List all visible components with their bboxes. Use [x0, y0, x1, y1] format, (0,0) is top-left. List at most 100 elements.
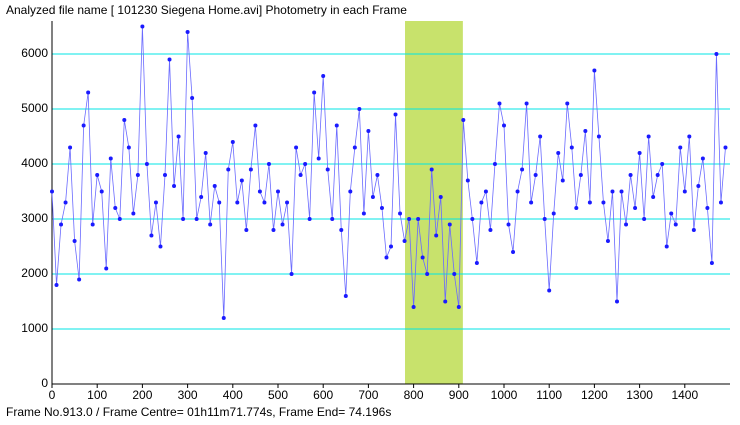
data-point [361, 211, 366, 216]
data-point [63, 200, 68, 205]
x-tick-label: 1300 [626, 388, 653, 402]
data-point [348, 189, 353, 194]
data-point [262, 200, 267, 205]
data-point [339, 228, 344, 232]
x-tick-label: 1000 [491, 388, 518, 402]
x-tick-label: 0 [49, 388, 56, 402]
data-point [379, 206, 384, 210]
data-point [108, 156, 113, 161]
data-point [425, 272, 430, 276]
x-tick-label: 100 [87, 388, 107, 402]
data-point [68, 145, 73, 150]
data-point [99, 189, 104, 194]
data-point [479, 200, 484, 205]
data-point [54, 283, 59, 287]
data-point [673, 222, 678, 227]
data-point [587, 200, 592, 205]
data-point [163, 173, 167, 177]
data-point [583, 129, 588, 133]
data-point [208, 222, 213, 227]
data-point [456, 305, 461, 309]
y-tick-label: 3000 [21, 211, 48, 225]
data-point [402, 239, 407, 243]
data-point [343, 294, 348, 298]
y-tick-label: 6000 [21, 46, 48, 60]
data-point [547, 288, 552, 293]
data-point [230, 140, 235, 144]
data-point [294, 145, 299, 150]
data-point [556, 151, 561, 155]
data-point [289, 272, 294, 276]
data-point [502, 123, 506, 128]
x-tick-label: 500 [268, 388, 288, 402]
data-point [411, 305, 416, 309]
data-point [172, 184, 177, 188]
data-point [592, 68, 597, 73]
data-point [176, 134, 181, 139]
data-point [181, 217, 186, 221]
data-point [384, 255, 389, 260]
data-point [655, 173, 660, 177]
data-point [434, 233, 439, 238]
data-point [285, 200, 290, 205]
data-point [158, 244, 163, 249]
data-point [515, 189, 520, 194]
data-point [633, 206, 638, 210]
data-point [325, 167, 330, 172]
data-point [126, 145, 131, 150]
data-point [560, 178, 565, 183]
data-point [569, 145, 574, 150]
data-point [520, 167, 525, 172]
data-point [565, 101, 570, 106]
data-point [551, 211, 556, 216]
data-point [687, 134, 692, 139]
data-point [389, 244, 393, 249]
data-point [50, 189, 54, 194]
data-point [266, 162, 271, 166]
data-point [714, 52, 719, 56]
data-point [691, 228, 696, 232]
data-point [529, 200, 534, 205]
x-tick-label: 1400 [671, 388, 698, 402]
data-point [280, 222, 285, 227]
data-point [524, 101, 529, 106]
data-point [637, 151, 642, 155]
data-point [131, 211, 136, 216]
y-tick-label: 0 [41, 376, 48, 390]
data-point [253, 123, 258, 128]
data-point [605, 239, 610, 243]
data-point [104, 266, 109, 271]
data-point [723, 145, 728, 150]
data-point [628, 173, 633, 177]
data-point [149, 233, 154, 238]
data-point [316, 156, 321, 161]
data-point [646, 134, 651, 139]
data-point [144, 162, 149, 166]
data-point [226, 167, 231, 172]
data-point [709, 261, 714, 265]
data-point [492, 162, 497, 166]
data-point [538, 134, 543, 139]
x-tick-label: 1100 [536, 388, 562, 402]
data-point [642, 217, 647, 221]
data-point [578, 173, 583, 177]
data-point [330, 217, 335, 221]
data-point [366, 129, 371, 133]
data-point [678, 145, 683, 150]
data-point [596, 134, 601, 139]
data-point [488, 228, 493, 232]
data-point [122, 118, 127, 122]
data-point [271, 228, 276, 232]
data-point [574, 206, 579, 210]
data-point [113, 206, 118, 210]
data-point [700, 156, 705, 161]
data-point [312, 90, 317, 95]
data-point [416, 217, 421, 221]
data-point [393, 112, 398, 117]
x-tick-label: 800 [404, 388, 424, 402]
data-point [664, 244, 669, 249]
y-tick-label: 5000 [21, 101, 48, 115]
y-tick-label: 4000 [21, 156, 48, 170]
data-point [212, 184, 217, 188]
data-point [420, 255, 425, 260]
